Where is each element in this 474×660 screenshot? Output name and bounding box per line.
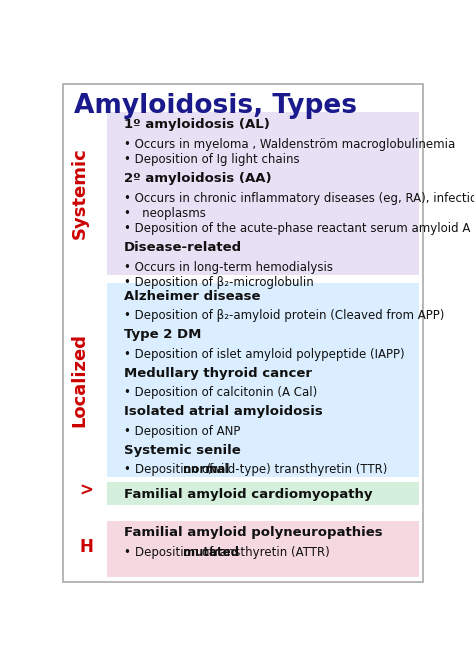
Text: • Deposition of Ig light chains: • Deposition of Ig light chains	[124, 153, 299, 166]
Text: Familial amyloid cardiomyopathy: Familial amyloid cardiomyopathy	[124, 488, 372, 502]
Text: 2º amyloidosis (AA): 2º amyloidosis (AA)	[124, 172, 271, 185]
Text: Alzheimer disease: Alzheimer disease	[124, 290, 260, 302]
Text: • Deposition of calcitonin (A Cal): • Deposition of calcitonin (A Cal)	[124, 386, 317, 399]
Text: normal: normal	[182, 463, 229, 477]
Text: • Deposition of β₂-microglobulin: • Deposition of β₂-microglobulin	[124, 276, 313, 289]
Text: Medullary thyroid cancer: Medullary thyroid cancer	[124, 367, 311, 380]
Text: • Occurs in chronic inflammatory diseases (eg, RA), infections,: • Occurs in chronic inflammatory disease…	[124, 191, 474, 205]
Text: • Deposition of islet amyloid polypeptide (IAPP): • Deposition of islet amyloid polypeptid…	[124, 348, 404, 360]
Text: Deposition of: Deposition of	[135, 463, 217, 477]
Text: H: H	[80, 538, 93, 556]
Text: Isolated atrial amyloidosis: Isolated atrial amyloidosis	[124, 405, 322, 418]
Bar	[107, 482, 419, 504]
Text: Amyloidosis, Types: Amyloidosis, Types	[74, 94, 357, 119]
Text: mutated: mutated	[182, 546, 238, 559]
Bar	[107, 284, 419, 477]
Text: Disease-related: Disease-related	[124, 242, 242, 254]
Text: •: •	[124, 546, 134, 559]
Text: • Deposition of the acute-phase reactant serum amyloid A: • Deposition of the acute-phase reactant…	[124, 222, 470, 235]
Text: Familial amyloid polyneuropathies: Familial amyloid polyneuropathies	[124, 527, 382, 539]
Text: Systemic senile: Systemic senile	[124, 444, 240, 457]
Text: Type 2 DM: Type 2 DM	[124, 328, 201, 341]
Text: >: >	[80, 482, 93, 500]
Bar	[107, 521, 419, 578]
Bar	[107, 112, 419, 275]
Text: (wild-type) transthyretin (TTR): (wild-type) transthyretin (TTR)	[203, 463, 387, 477]
Text: Localized: Localized	[71, 333, 89, 427]
Text: Deposition of: Deposition of	[135, 546, 217, 559]
Text: • Occurs in long-term hemodialysis: • Occurs in long-term hemodialysis	[124, 261, 333, 274]
Text: • Deposition of β₂-amyloid protein (Cleaved from APP): • Deposition of β₂-amyloid protein (Clea…	[124, 309, 444, 322]
Text: •: •	[124, 463, 134, 477]
Text: • Deposition of ANP: • Deposition of ANP	[124, 425, 240, 438]
Text: 1º amyloidosis (AL): 1º amyloidosis (AL)	[124, 118, 269, 131]
Text: Systemic: Systemic	[71, 148, 89, 240]
Text: • Occurs in myeloma , Waldenström macroglobulinemia: • Occurs in myeloma , Waldenström macrog…	[124, 138, 455, 150]
Text: •   neoplasms: • neoplasms	[124, 207, 205, 220]
Text: transthyretin (ATTR): transthyretin (ATTR)	[207, 546, 330, 559]
